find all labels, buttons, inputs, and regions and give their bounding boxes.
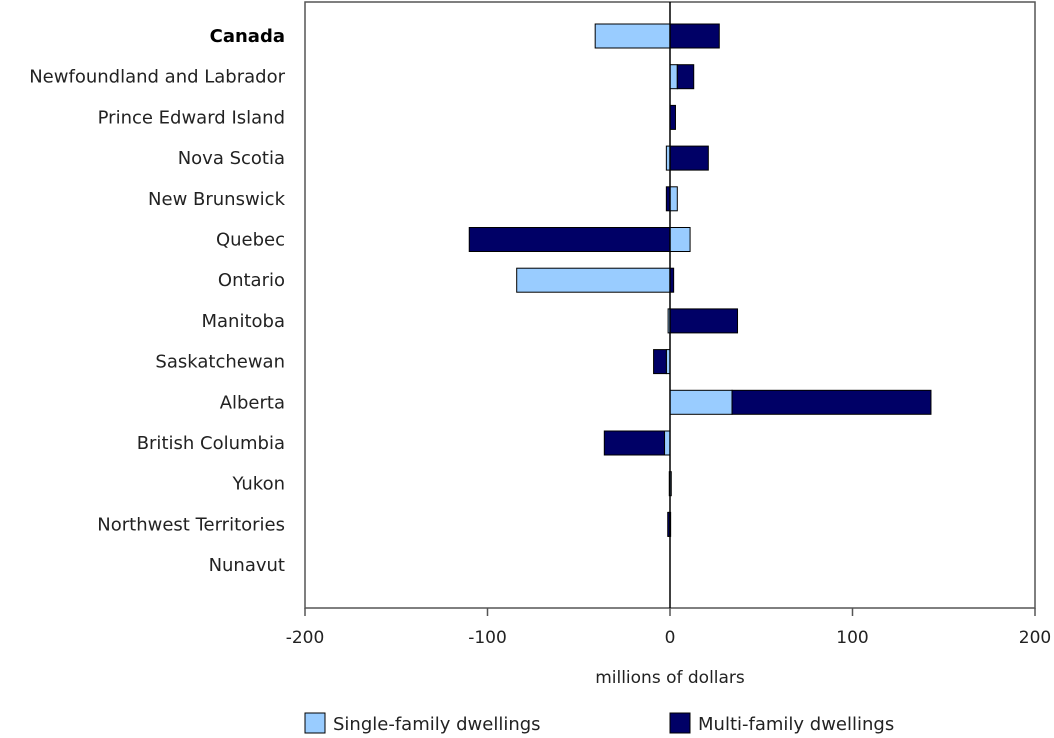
- bar-single-family-dwellings-new-brunswick: [669, 186, 678, 212]
- bar-multi-family-dwellings-british-columbia: [603, 430, 666, 456]
- legend-swatch-single-family: [304, 712, 326, 734]
- category-label-ontario: Ontario: [218, 270, 285, 291]
- bar-multi-family-dwellings-manitoba: [669, 308, 739, 334]
- bar-single-family-dwellings-ontario: [516, 267, 671, 293]
- bar-multi-family-dwellings-saskatchewan: [653, 349, 667, 375]
- category-label-new-brunswick: New Brunswick: [148, 189, 286, 210]
- bar-single-family-dwellings-alberta: [669, 389, 733, 415]
- bar-multi-family-dwellings-nova-scotia: [669, 145, 709, 171]
- x-tick-label: 0: [665, 628, 676, 648]
- legend: Single-family dwellings Multi-family dwe…: [304, 712, 894, 735]
- category-label-canada: Canada: [210, 26, 285, 47]
- category-label-alberta: Alberta: [220, 392, 285, 413]
- x-tick-label: -100: [468, 628, 507, 648]
- x-tick-label: -200: [286, 628, 325, 648]
- x-axis-title: millions of dollars: [595, 668, 745, 688]
- category-label-british-columbia: British Columbia: [137, 433, 285, 454]
- legend-label-single-family: Single-family dwellings: [333, 714, 541, 735]
- bar-multi-family-dwellings-alberta: [731, 389, 932, 415]
- category-label-saskatchewan: Saskatchewan: [155, 352, 285, 373]
- category-label-yukon: Yukon: [231, 474, 285, 495]
- legend-swatch-multi-family: [669, 712, 691, 734]
- bar-multi-family-dwellings-newfoundland-and-labrador: [676, 64, 695, 90]
- x-tick-label: 200: [1019, 628, 1051, 648]
- legend-label-multi-family: Multi-family dwellings: [698, 714, 894, 735]
- bar-single-family-dwellings-canada: [594, 23, 671, 49]
- category-label-nunavut: Nunavut: [209, 555, 285, 576]
- category-label-newfoundland-and-labrador: Newfoundland and Labrador: [29, 67, 285, 88]
- x-tick-label: 100: [836, 628, 868, 648]
- bar-multi-family-dwellings-quebec: [468, 227, 671, 252]
- x-axis-ticks: -200 -100 0 100 200: [286, 608, 1051, 648]
- category-label-quebec: Quebec: [216, 230, 285, 251]
- category-label-northwest-territories: Northwest Territories: [97, 514, 285, 535]
- bar-single-family-dwellings-british-columbia: [664, 430, 671, 456]
- category-label-prince-edward-island: Prince Edward Island: [98, 107, 285, 128]
- category-label-manitoba: Manitoba: [202, 311, 286, 332]
- bar-single-family-dwellings-newfoundland-and-labrador: [669, 64, 678, 90]
- bars-layer: [468, 23, 932, 537]
- category-label-nova-scotia: Nova Scotia: [178, 148, 285, 169]
- bar-single-family-dwellings-quebec: [669, 227, 691, 252]
- bar-multi-family-dwellings-prince-edward-island: [669, 104, 676, 130]
- bar-multi-family-dwellings-canada: [669, 23, 720, 49]
- category-labels: Canada Newfoundland and Labrador Prince Ed…: [29, 26, 285, 576]
